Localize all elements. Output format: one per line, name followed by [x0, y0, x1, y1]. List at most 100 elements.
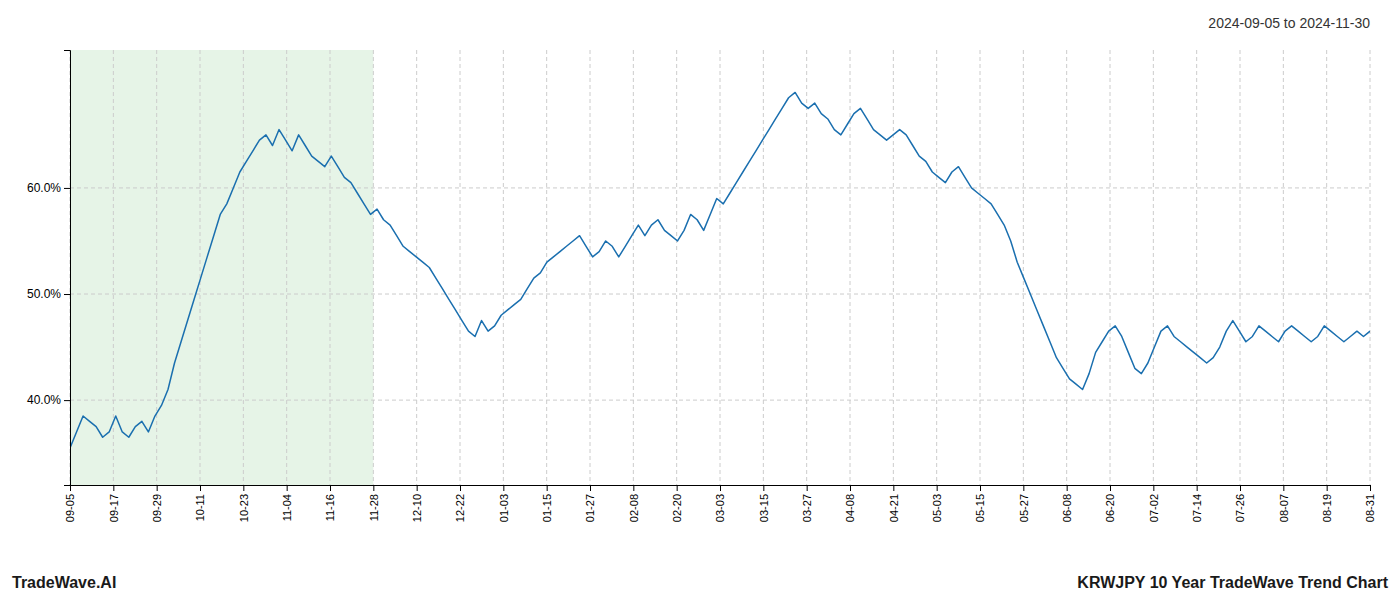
- x-tick: 07-14: [1191, 485, 1203, 522]
- x-axis: 09-05 09-17 09-29 10-11 10-23 11-04 11-16 11-28…: [64, 485, 1376, 522]
- x-tick-mark: [1197, 485, 1198, 491]
- x-tick: 03-27: [801, 485, 813, 522]
- x-tick: 01-15: [541, 485, 553, 522]
- grid-line-x: [1066, 50, 1067, 485]
- grid-line-x: [1240, 50, 1241, 485]
- plot-area: [70, 92, 1370, 447]
- x-tick-mark: [1370, 485, 1371, 491]
- grid-line-y: [70, 187, 1370, 188]
- x-tick-mark: [677, 485, 678, 491]
- x-tick-mark: [330, 485, 331, 491]
- y-tick-mark: [64, 294, 70, 295]
- grid-line-x: [200, 50, 201, 485]
- y-tick: 60.0%: [27, 181, 70, 195]
- y-tick: 40.0%: [27, 393, 70, 407]
- y-tick-label: 40.0%: [27, 393, 61, 407]
- grid-line-x: [1023, 50, 1024, 485]
- x-tick: 03-03: [714, 485, 726, 522]
- x-tick: 11-16: [324, 485, 336, 521]
- x-tick: 05-27: [1018, 485, 1030, 522]
- x-tick-mark: [373, 485, 374, 491]
- grid-line-x: [330, 50, 331, 485]
- x-tick-mark: [633, 485, 634, 491]
- x-axis-line: [71, 486, 1371, 492]
- x-tick: 03-15: [758, 485, 770, 522]
- x-tick-label: 07-26: [1234, 494, 1246, 522]
- x-tick: 12-10: [411, 485, 423, 522]
- grid-line-x: [286, 50, 287, 485]
- x-tick-mark: [1240, 485, 1241, 491]
- x-tick-mark: [590, 485, 591, 491]
- x-tick: 11-28: [368, 485, 380, 521]
- x-tick-label: 08-07: [1278, 494, 1290, 522]
- line: [70, 92, 1370, 447]
- x-tick: 10-11: [194, 485, 206, 521]
- grid: [70, 50, 1370, 485]
- x-tick-mark: [113, 485, 114, 491]
- x-tick: 02-08: [628, 485, 640, 522]
- x-tick-label: 09-05: [64, 494, 76, 522]
- grid-line-x: [503, 50, 504, 485]
- x-tick-mark: [460, 485, 461, 491]
- x-tick-label: 03-27: [801, 494, 813, 522]
- grid-line-x: [763, 50, 764, 485]
- x-tick: 04-08: [844, 485, 856, 522]
- x-tick-label: 06-20: [1104, 494, 1116, 522]
- x-tick: 07-02: [1148, 485, 1160, 522]
- y-axis: 40.0% 50.0% 60.0%: [27, 51, 71, 486]
- x-tick-label: 12-10: [411, 494, 423, 522]
- grid-line-x: [460, 50, 461, 485]
- x-tick-mark: [1283, 485, 1284, 491]
- x-tick-label: 10-23: [238, 494, 250, 522]
- x-tick-label: 03-03: [714, 494, 726, 522]
- y-tick-label: 60.0%: [27, 181, 61, 195]
- x-tick-mark: [1327, 485, 1328, 491]
- grid-line-x: [720, 50, 721, 485]
- x-tick-mark: [503, 485, 504, 491]
- x-tick-mark: [807, 485, 808, 491]
- x-tick-label: 05-15: [974, 494, 986, 522]
- grid-line-x: [416, 50, 417, 485]
- y-tick: 50.0%: [27, 287, 70, 301]
- x-tick-mark: [850, 485, 851, 491]
- grid-line-x: [243, 50, 244, 485]
- x-tick: 09-29: [151, 485, 163, 522]
- x-tick-mark: [720, 485, 721, 491]
- x-tick: 05-03: [931, 485, 943, 522]
- x-tick-label: 06-08: [1061, 494, 1073, 522]
- chart: 09-05 09-17 09-29 10-11 10-23 11-04 11-16 11-28…: [0, 0, 1400, 600]
- x-tick: 04-21: [888, 485, 900, 522]
- title: 2024-09-05 to 2024-11-30: [1208, 15, 1370, 31]
- annotation: TradeWave.AI: [12, 574, 116, 591]
- x-tick-mark: [763, 485, 764, 491]
- x-tick-label: 12-22: [454, 494, 466, 522]
- x-tick-mark: [157, 485, 158, 491]
- grid-line-x: [546, 50, 547, 485]
- y-tick-label: 50.0%: [27, 287, 61, 301]
- x-tick-label: 01-15: [541, 494, 553, 522]
- x-tick: 12-22: [454, 485, 466, 522]
- grid-line-x: [590, 50, 591, 485]
- y-tick-mark: [64, 188, 70, 189]
- x-tick: 09-05: [64, 485, 76, 522]
- x-tick-mark: [287, 485, 288, 491]
- x-tick-label: 04-21: [888, 494, 900, 522]
- x-tick: 02-20: [671, 485, 683, 522]
- x-tick: 08-07: [1278, 485, 1290, 522]
- x-tick-label: 11-04: [281, 494, 293, 521]
- grid-line-x: [1283, 50, 1284, 485]
- x-tick: 09-17: [108, 485, 120, 522]
- x-tick-mark: [937, 485, 938, 491]
- x-tick: 06-08: [1061, 485, 1073, 522]
- shaded-region: [70, 50, 373, 485]
- x-tick-label: 11-16: [324, 494, 336, 521]
- x-tick: 01-27: [584, 485, 596, 522]
- grid-line-x: [373, 50, 374, 485]
- x-tick: 10-23: [238, 485, 250, 522]
- x-tick-mark: [1153, 485, 1154, 491]
- x-tick-label: 08-19: [1321, 494, 1333, 522]
- grid-line-x: [850, 50, 851, 485]
- shaded-layer: [70, 50, 373, 485]
- grid-line-y: [70, 294, 1370, 295]
- x-tick: 08-19: [1321, 485, 1333, 522]
